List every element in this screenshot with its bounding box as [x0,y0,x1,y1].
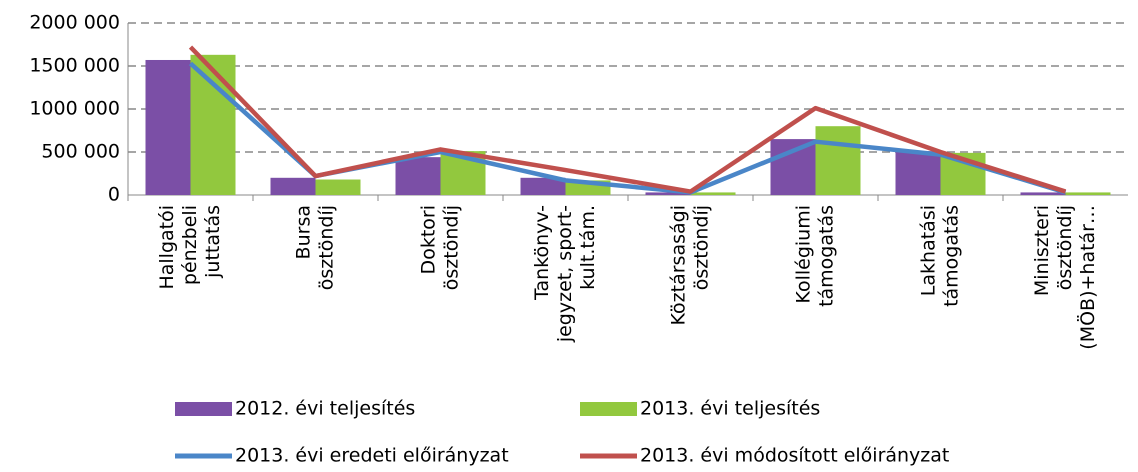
x-tick-label: ösztöndíj [691,205,713,290]
line-series [188,45,1067,194]
x-tick-label: Miniszteri [1031,205,1053,296]
y-tick-label: 2000 000 [29,12,120,34]
x-tick-label: Bursa [293,205,315,259]
y-tick-label: 1500 000 [29,55,120,77]
bar [1065,192,1111,195]
bar [520,177,566,195]
x-tick-label: ösztöndíj [1054,205,1076,290]
x-tick-label: támogatás [816,205,838,307]
legend-label: 2013. évi teljesítés [640,398,820,420]
bar [770,139,816,195]
x-tick-label: Hallgatói [156,205,178,290]
x-tick-label: juttatás [202,205,224,279]
bar [145,59,191,196]
bar [690,192,736,195]
legend-swatch [580,402,637,416]
legend-swatch [175,402,232,416]
x-tick-label: ösztöndíj [316,205,338,290]
bar [190,54,236,195]
x-tick-label: kult.tám. [577,205,599,290]
y-tick-label: 0 [108,184,120,206]
x-tick-label: Doktori [418,205,440,274]
bar [895,151,941,195]
legend-label: 2013. évi módosított előirányzat [640,445,949,467]
x-tick-label: Köztársasági [668,205,690,325]
x-tick-label: támogatás [941,205,963,307]
x-tick-label: Tankönyv- [531,205,553,301]
legend-label: 2013. évi eredeti előirányzat [235,445,509,467]
bar [1020,192,1066,195]
x-tick-label: jegyzet, sport- [554,205,576,343]
bar [270,177,316,195]
y-tick-label: 500 000 [41,141,120,163]
x-tick-label: (MÖB)+határ… [1076,205,1099,350]
legend-label: 2012. évi teljesítés [235,398,415,420]
x-tick-label: pénzbeli [179,205,201,285]
bar [395,157,441,195]
bar [815,126,861,195]
bar [645,192,691,195]
x-tick-label: Lakhatási [918,205,940,296]
x-tick-label: Kollégiumi [793,205,815,304]
x-tick-label: ösztöndíj [441,205,463,290]
y-tick-label: 1000 000 [29,98,120,120]
bar [315,179,361,195]
